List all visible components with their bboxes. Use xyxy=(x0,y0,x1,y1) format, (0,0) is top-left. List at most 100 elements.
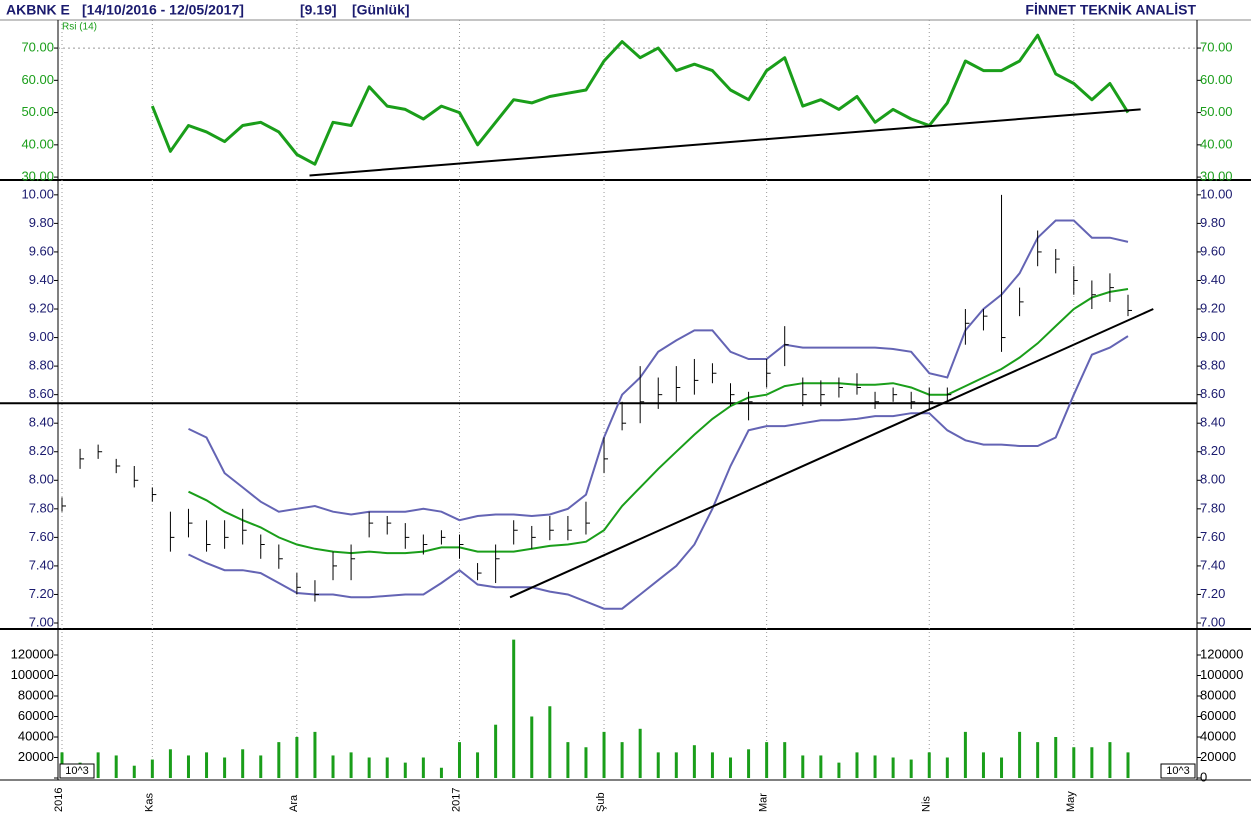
volume-bar xyxy=(1072,747,1076,779)
y-tick-label: 8.60 xyxy=(1200,386,1225,401)
volume-bar xyxy=(223,757,227,779)
volume-bar xyxy=(530,716,534,779)
volume-bar xyxy=(837,762,841,779)
y-tick-label: 8.00 xyxy=(1200,472,1225,487)
y-tick-label: 7.20 xyxy=(29,586,54,601)
volume-bar xyxy=(439,767,443,779)
y-tick-label: 9.40 xyxy=(29,272,54,287)
volume-bar xyxy=(1000,757,1004,779)
y-tick-label: 8.20 xyxy=(29,443,54,458)
volume-bar xyxy=(277,742,281,779)
y-tick-label: 50.00 xyxy=(21,104,54,119)
volume-bar xyxy=(421,757,425,779)
x-tick-label: Kas xyxy=(143,793,155,812)
x-tick-label: Mar xyxy=(758,793,770,812)
y-tick-label: 9.00 xyxy=(29,329,54,344)
trend-line xyxy=(509,308,1154,599)
y-tick-label: 120000 xyxy=(11,646,54,661)
volume-bar xyxy=(205,752,209,779)
volume-bar xyxy=(150,759,154,779)
volume-bar xyxy=(801,755,805,779)
indicator-label: Rsi (14) xyxy=(62,22,97,33)
y-tick-label: 40000 xyxy=(1200,728,1236,743)
volume-bar xyxy=(638,728,642,779)
volume-bar xyxy=(927,752,931,779)
y-tick-label: 40.00 xyxy=(21,136,54,151)
y-tick-label: 7.00 xyxy=(29,614,54,629)
volume-bar xyxy=(295,737,299,779)
volume-bar xyxy=(909,759,913,779)
y-tick-label: 8.60 xyxy=(29,386,54,401)
volume-bar xyxy=(819,755,823,779)
x-tick-label: May xyxy=(1065,791,1077,812)
unit-label: 10^3 xyxy=(1166,765,1190,777)
volume-bar xyxy=(1090,747,1094,779)
y-tick-label: 7.00 xyxy=(1200,614,1225,629)
volume-bar xyxy=(476,752,480,779)
y-tick-label: 10.00 xyxy=(21,186,54,201)
y-tick-label: 9.20 xyxy=(1200,300,1225,315)
volume-bar xyxy=(584,747,588,779)
x-tick-label: Nis xyxy=(920,796,932,812)
y-tick-label: 60.00 xyxy=(1200,72,1233,87)
volume-bar xyxy=(674,752,678,779)
x-tick-label: Şub xyxy=(595,792,607,812)
volume-bar xyxy=(259,755,263,779)
y-tick-label: 8.20 xyxy=(1200,443,1225,458)
y-tick-label: 9.00 xyxy=(1200,329,1225,344)
y-tick-label: 9.60 xyxy=(29,243,54,258)
y-tick-label: 8.00 xyxy=(29,472,54,487)
y-tick-label: 100000 xyxy=(1200,667,1243,682)
volume-bar xyxy=(1126,752,1130,779)
frame xyxy=(0,19,1251,781)
y-tick-label: 8.80 xyxy=(29,358,54,373)
y-tick-label: 40000 xyxy=(18,728,54,743)
volume-bar xyxy=(855,752,859,779)
volume-bar xyxy=(1108,742,1112,779)
volume-bar xyxy=(457,742,461,779)
y-tick-label: 8.40 xyxy=(1200,415,1225,430)
y-tick-label: 7.40 xyxy=(29,557,54,572)
unit-label: 10^3 xyxy=(65,765,89,777)
y-tick-label: 7.60 xyxy=(1200,529,1225,544)
y-tick-label: 70.00 xyxy=(1200,40,1233,55)
volume-bar xyxy=(168,749,172,779)
band-line xyxy=(188,335,1129,610)
volume-bar xyxy=(548,706,552,779)
volume-bar xyxy=(349,752,353,779)
y-tick-label: 7.40 xyxy=(1200,557,1225,572)
last-price: [9.19] xyxy=(300,2,337,18)
y-tick-label: 8.40 xyxy=(29,415,54,430)
volume-bar xyxy=(96,752,100,779)
volume-bar xyxy=(873,755,877,779)
y-tick-label: 9.40 xyxy=(1200,272,1225,287)
y-tick-label: 60.00 xyxy=(21,72,54,87)
y-tick-label: 50.00 xyxy=(1200,104,1233,119)
volume-bar xyxy=(981,752,985,779)
y-tick-label: 80000 xyxy=(18,687,54,702)
volume-bar xyxy=(367,757,371,779)
volume-bar xyxy=(241,749,245,779)
y-tick-label: 100000 xyxy=(11,667,54,682)
volume-bar xyxy=(783,742,787,779)
volume-bar xyxy=(692,745,696,779)
band-line xyxy=(188,219,1129,522)
volume-bar xyxy=(945,757,949,779)
brand: FİNNET TEKNİK ANALİST xyxy=(1025,2,1196,18)
y-tick-label: 70.00 xyxy=(21,40,54,55)
volume-bar xyxy=(710,752,714,779)
x-tick-label: 2016 xyxy=(53,788,65,812)
volume-bar xyxy=(1054,737,1058,779)
y-tick-label: 20000 xyxy=(1200,749,1236,764)
y-tick-label: 7.80 xyxy=(29,500,54,515)
y-tick-label: 7.20 xyxy=(1200,586,1225,601)
y-tick-label: 9.60 xyxy=(1200,243,1225,258)
volume-bar xyxy=(132,765,136,779)
trend-line xyxy=(309,108,1141,177)
date-range: [14/10/2016 - 12/05/2017] xyxy=(82,2,244,18)
y-tick-label: 9.80 xyxy=(29,215,54,230)
y-tick-label: 9.20 xyxy=(29,300,54,315)
volume-bar xyxy=(385,757,389,779)
volume-bar xyxy=(331,755,335,779)
